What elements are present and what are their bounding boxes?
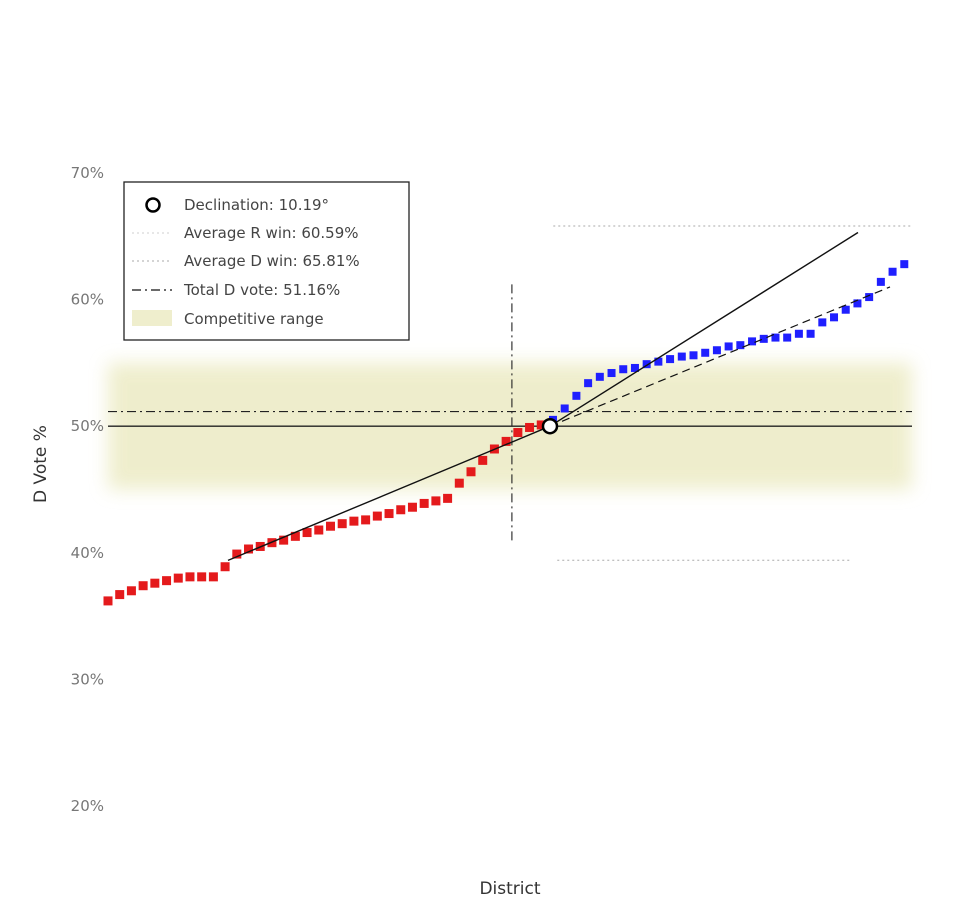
- rep-district-point: [443, 493, 453, 503]
- rep-district-point: [162, 576, 172, 586]
- dem-district-point: [865, 293, 874, 302]
- rep-district-point: [407, 502, 417, 512]
- rep-district-point: [232, 549, 242, 559]
- rep-district-point: [501, 436, 511, 446]
- dem-district-point: [818, 318, 827, 327]
- legend-avg-d-label: Average D win: 65.81%: [184, 252, 360, 270]
- rep-district-point: [536, 420, 546, 430]
- dem-district-point: [841, 305, 850, 314]
- legend-declination-marker: [145, 197, 161, 213]
- legend: Declination: 10.19° Average R win: 60.59…: [123, 181, 410, 341]
- dem-district-point: [806, 329, 815, 338]
- dem-district-point: [736, 341, 745, 350]
- rep-district-point: [478, 455, 488, 465]
- rep-district-point: [384, 509, 394, 519]
- legend-declination-label: Declination: 10.19°: [184, 196, 329, 214]
- rep-district-point: [197, 572, 207, 582]
- dem-district-point: [876, 277, 885, 286]
- rep-district-point: [244, 544, 254, 554]
- dem-district-point: [771, 333, 780, 342]
- rep-district-point: [208, 572, 218, 582]
- dem-district-point: [689, 351, 698, 360]
- y-axis-title: D Vote %: [31, 425, 51, 503]
- rep-district-point: [138, 581, 148, 591]
- rep-district-point: [513, 428, 523, 438]
- dem-district-point: [595, 372, 604, 381]
- reference-lines: [108, 225, 912, 561]
- rep-district-point: [314, 525, 324, 535]
- dem-district-point: [794, 329, 803, 338]
- rep-district-point: [372, 511, 382, 521]
- dem-district-point: [619, 365, 628, 374]
- y-axis-ticks: 20% 30% 40% 50% 60% 70%: [71, 164, 104, 815]
- y-tick-label: 20%: [71, 797, 104, 815]
- dem-district-point: [607, 369, 616, 378]
- rep-district-point: [220, 562, 230, 572]
- dem-district-point: [572, 391, 581, 400]
- x-axis-title: District: [479, 879, 540, 899]
- rep-district-point: [525, 422, 535, 432]
- rep-district-point: [361, 515, 371, 525]
- dem-district-point: [560, 404, 569, 413]
- y-tick-label: 70%: [71, 164, 104, 182]
- y-tick-label: 30%: [71, 670, 104, 688]
- dem-district-point: [783, 333, 792, 342]
- y-tick-label: 60%: [71, 291, 104, 309]
- legend-avg-r-label: Average R win: 60.59%: [184, 224, 359, 242]
- rep-district-point: [103, 596, 113, 606]
- rep-district-point: [185, 572, 195, 582]
- dem-district-point: [759, 334, 768, 343]
- rep-district-point: [150, 578, 160, 588]
- legend-total-d-label: Total D vote: 51.16%: [183, 281, 340, 299]
- dem-district-point: [701, 348, 710, 357]
- rep-district-point: [325, 521, 335, 531]
- rep-district-point: [302, 528, 312, 538]
- dem-district-point: [853, 299, 862, 308]
- rep-district-point: [115, 590, 125, 600]
- dem-centroid-line: [549, 286, 891, 427]
- legend-competitive-swatch: [132, 310, 172, 326]
- dem-district-point: [724, 342, 733, 351]
- rep-district-point: [454, 478, 464, 488]
- declination-extension-line: [549, 231, 859, 427]
- rep-district-point: [431, 496, 441, 506]
- rep-district-point: [173, 573, 183, 583]
- dem-district-point: [748, 337, 757, 346]
- rep-district-point: [466, 467, 476, 477]
- dem-district-point: [654, 357, 663, 366]
- dem-district-point: [630, 363, 639, 372]
- dem-district-point: [642, 360, 651, 369]
- rep-centroid-line: [227, 425, 551, 562]
- rep-district-point: [396, 505, 406, 515]
- y-tick-label: 40%: [71, 544, 104, 562]
- rep-district-point: [337, 519, 347, 529]
- rep-district-point: [349, 516, 359, 526]
- rep-district-point: [290, 531, 300, 541]
- rep-district-point: [419, 498, 429, 508]
- declination-markers: [227, 231, 891, 562]
- legend-competitive-label: Competitive range: [184, 310, 324, 328]
- rep-district-point: [279, 535, 289, 545]
- dem-district-point: [830, 313, 839, 322]
- dem-district-point: [666, 355, 675, 364]
- dem-district-point: [900, 260, 909, 269]
- dem-district-point: [888, 267, 897, 276]
- dem-district-point: [712, 346, 721, 355]
- declination-marker: [541, 417, 559, 435]
- dem-district-point: [584, 379, 593, 388]
- y-tick-label: 50%: [71, 417, 104, 435]
- rep-district-point: [126, 586, 136, 596]
- dem-district-point: [677, 352, 686, 361]
